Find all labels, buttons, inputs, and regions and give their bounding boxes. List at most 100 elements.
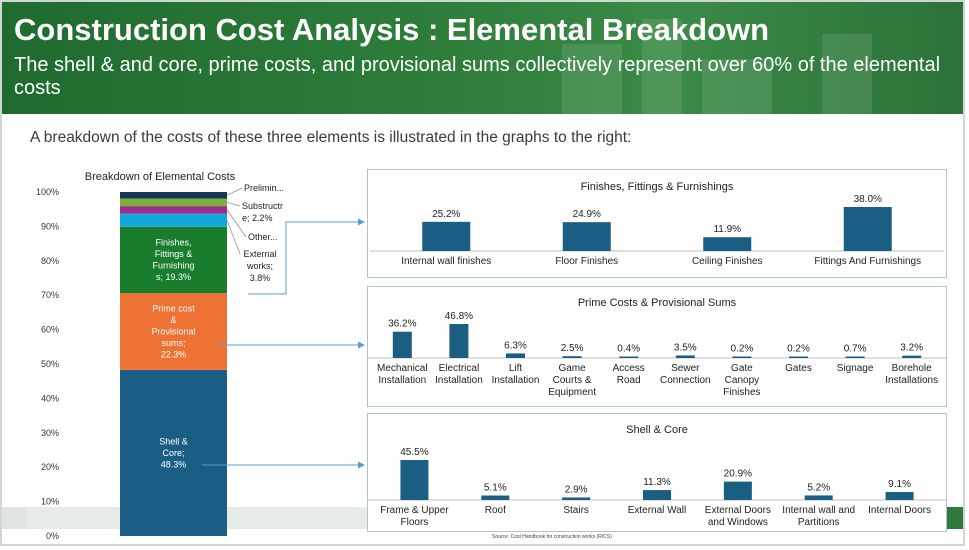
bar	[902, 355, 922, 358]
y-tick-label: 80%	[41, 256, 59, 266]
category-label: Lift	[509, 363, 523, 374]
category-label: Connection	[660, 375, 711, 386]
category-label: Road	[617, 375, 641, 386]
y-tick-label: 60%	[41, 325, 59, 335]
callout-label-preliminaries: Prelimin...	[244, 183, 284, 193]
y-tick-label: 30%	[41, 428, 59, 438]
bar	[481, 495, 510, 500]
segment-other	[120, 206, 227, 214]
bar-value-label: 0.2%	[731, 344, 754, 355]
bar	[843, 207, 892, 251]
category-label: Floor Finishes	[555, 256, 618, 267]
segment-external	[120, 213, 227, 227]
y-tick-label: 70%	[41, 290, 59, 300]
bar	[562, 356, 582, 358]
bar-value-label: 36.2%	[388, 319, 416, 330]
bar	[619, 356, 639, 358]
callout-leader-substructure	[226, 201, 241, 207]
bar-value-label: 46.8%	[445, 311, 473, 322]
callout-leader-other	[226, 209, 247, 238]
bar	[562, 497, 591, 500]
callout-label-substructure: Substructr	[242, 201, 283, 211]
bar-value-label: 5.2%	[807, 482, 830, 493]
panel-finishes: Finishes, Fittings & Furnishings 25.2% Int…	[367, 169, 947, 278]
segment-label-finishes: Finishes,	[155, 238, 191, 248]
category-label: Installation	[435, 375, 483, 386]
category-label: Internal Doors	[868, 505, 931, 516]
category-label: Mechanical	[377, 363, 428, 374]
bar-value-label: 20.9%	[724, 469, 752, 480]
bar-value-label: 45.5%	[400, 447, 428, 458]
category-label: Electrical	[439, 363, 480, 374]
bar	[643, 490, 671, 500]
bar	[703, 237, 752, 251]
y-tick-label: 0%	[46, 531, 59, 541]
banner-building-silhouette	[702, 59, 772, 114]
chart-title: Breakdown of Elemental Costs	[85, 171, 236, 183]
segment-label-shell: 48.3%	[161, 459, 187, 469]
segment-shell	[120, 369, 227, 536]
bar	[885, 492, 914, 500]
category-label: Fittings And Furnishings	[814, 256, 921, 267]
category-label: and Windows	[708, 517, 768, 528]
bar-value-label: 2.5%	[561, 343, 584, 354]
bar-value-label: 2.9%	[565, 484, 588, 495]
bar	[422, 221, 471, 251]
footer-accent-left	[2, 507, 26, 529]
segment-label-prime: &	[170, 315, 176, 325]
header-banner: Construction Cost Analysis : Elemental B…	[2, 2, 963, 114]
category-label: Partitions	[798, 517, 840, 528]
segment-label-prime: Provisional	[151, 326, 195, 336]
bar	[723, 481, 752, 500]
bar	[392, 331, 412, 358]
bar-value-label: 24.9%	[573, 209, 601, 220]
bar	[506, 353, 525, 358]
banner-building-silhouette	[562, 44, 622, 114]
segment-label-prime: Prime cost	[152, 303, 195, 313]
bar	[732, 356, 752, 358]
chart-title: Prime Costs & Provisional Sums	[578, 297, 737, 309]
category-label: Frame & Upper	[380, 505, 449, 516]
bar	[562, 222, 611, 251]
finishes-bar-chart: Finishes, Fittings & Furnishings 25.2% Int…	[370, 181, 944, 267]
bar-value-label: 9.1%	[888, 479, 911, 490]
bar	[845, 356, 865, 358]
category-label: Signage	[837, 363, 874, 374]
chart-title: Finishes, Fittings & Furnishings	[581, 181, 734, 193]
bar	[789, 356, 808, 358]
category-label: Internal wall finishes	[401, 256, 491, 267]
panel-shell-core: Shell & Core 45.5% Frame & Upper Floors 5.1%…	[367, 413, 947, 532]
banner-building-silhouette	[822, 34, 872, 114]
y-tick-label: 20%	[41, 462, 59, 472]
callout-label-substructure: e; 2.2%	[242, 213, 273, 223]
segment-preliminaries	[120, 192, 227, 199]
category-label: Stairs	[563, 505, 589, 516]
category-label: Finishes	[723, 387, 760, 398]
category-label: Installation	[492, 375, 540, 386]
category-label: Ceiling Finishes	[692, 256, 763, 267]
segment-prime	[120, 293, 227, 370]
y-tick-label: 90%	[41, 221, 59, 231]
category-label: External Wall	[628, 505, 687, 516]
page-title: Construction Cost Analysis : Elemental B…	[14, 12, 770, 47]
segment-label-prime: 22.3%	[161, 349, 187, 359]
bar	[675, 355, 695, 358]
bar-value-label: 11.9%	[713, 224, 741, 235]
callout-label-external: External	[243, 249, 276, 259]
y-tick-label: 10%	[41, 497, 59, 507]
chart-title: Shell & Core	[626, 424, 688, 436]
bar	[400, 460, 429, 500]
category-label: Courts &	[553, 375, 592, 386]
bar-value-label: 6.3%	[504, 340, 527, 351]
callout-leader-preliminaries	[226, 187, 243, 196]
bar-value-label: 5.1%	[484, 483, 507, 494]
bar-value-label: 0.4%	[617, 344, 640, 355]
bar-value-label: 11.3%	[643, 477, 671, 488]
bar-value-label: 0.2%	[787, 344, 810, 355]
callout-label-external: 3.8%	[250, 273, 271, 283]
segment-label-finishes: Fittings &	[155, 249, 193, 259]
segment-label-finishes: Furnishing	[152, 261, 194, 271]
panel-prime-costs: Prime Costs & Provisional Sums 36.2% Mecha…	[367, 286, 947, 407]
category-label: Gate	[731, 363, 753, 374]
